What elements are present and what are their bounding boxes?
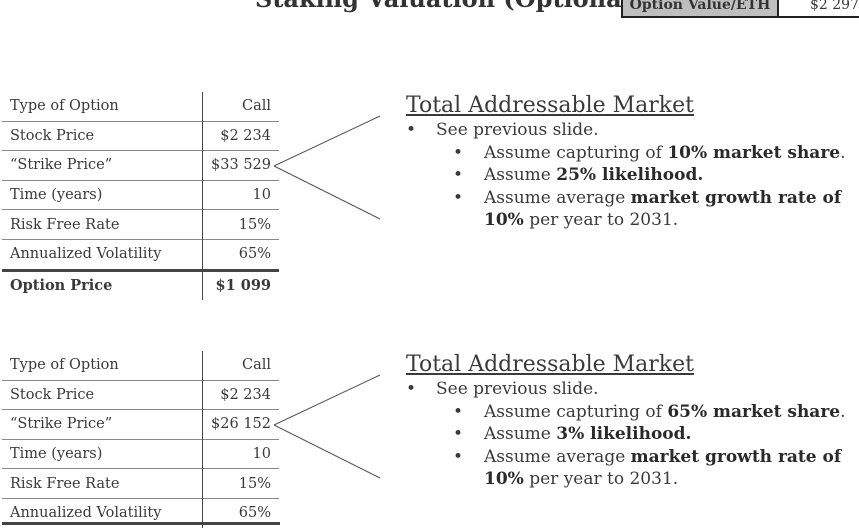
row-label: “Strike Price” (2, 409, 203, 440)
list-item: Assume 25% likelihood. (406, 164, 856, 187)
row-label: Time (years) (2, 179, 203, 210)
option-value-box: Option Value/ETH $2 297 (621, 0, 859, 18)
option-table-2: Type of Option Call Stock Price $2 234 “St… (2, 351, 279, 528)
table-row: Time (years) 10 (2, 438, 279, 469)
total-row: Option Price $1 099 (2, 268, 279, 301)
row-value: $26 152 (202, 409, 279, 440)
row-label: Type of Option (2, 351, 203, 381)
table-row: Stock Price $2 234 (2, 379, 279, 410)
row-value: $33 529 (202, 150, 279, 181)
row-value: Call (241, 98, 271, 115)
tam-title: Total Addressable Market (406, 93, 694, 118)
row-value: 15% (202, 468, 279, 499)
table-row: Type of Option Call (2, 92, 279, 122)
row-value: 15% (202, 209, 279, 240)
option-value-label: Option Value/ETH (623, 0, 779, 16)
total-value: $1 099 (202, 268, 279, 301)
table-row: Stock Price $2 234 (2, 120, 279, 151)
row-label: Time (years) (2, 438, 203, 469)
connector-lines-1 (273, 115, 381, 220)
row-label: Risk Free Rate (2, 468, 203, 499)
total-label: Option Price (2, 268, 203, 301)
row-label: “Strike Price” (2, 150, 203, 181)
table-divider (2, 522, 280, 525)
row-value: Call (241, 357, 271, 374)
row-label: Stock Price (2, 379, 203, 410)
row-value: 10 (202, 438, 279, 469)
table-row: “Strike Price” $26 152 (2, 409, 279, 440)
list-item: See previous slide. (406, 378, 856, 401)
tam-block-1: Total Addressable Market See previous sl… (406, 93, 856, 232)
list-item: Assume 3% likelihood. (406, 423, 856, 446)
list-item: See previous slide. (406, 119, 856, 142)
option-table-1: Type of Option Call Stock Price $2 234 “St… (2, 92, 279, 301)
list-item: Assume average market growth rate of 10%… (406, 446, 856, 491)
list-item: Assume average market growth rate of 10%… (406, 187, 856, 232)
tam-block-2: Total Addressable Market See previous sl… (406, 352, 856, 491)
list-item: Assume capturing of 65% market share. (406, 401, 856, 424)
list-item: Assume capturing of 10% market share. (406, 142, 856, 165)
row-value: $2 234 (202, 120, 279, 151)
tam-title: Total Addressable Market (406, 352, 694, 377)
row-value: 65% (202, 238, 279, 271)
row-label: Type of Option (2, 92, 203, 122)
table-row: Risk Free Rate 15% (2, 209, 279, 240)
table-row: Risk Free Rate 15% (2, 468, 279, 499)
table-row: Type of Option Call (2, 351, 279, 381)
table-row: “Strike Price” $33 529 (2, 150, 279, 181)
option-value: $2 297 (810, 0, 859, 13)
row-label: Stock Price (2, 120, 203, 151)
table-row: Annualized Volatility 65% (2, 238, 279, 271)
table-row: Time (years) 10 (2, 179, 279, 210)
row-label: Annualized Volatility (2, 238, 203, 271)
row-value: $2 234 (202, 379, 279, 410)
row-value: 10 (202, 179, 279, 210)
page-title: Staking Valuation (Optionality) (255, 0, 676, 13)
connector-lines-2 (273, 374, 381, 479)
row-label: Risk Free Rate (2, 209, 203, 240)
